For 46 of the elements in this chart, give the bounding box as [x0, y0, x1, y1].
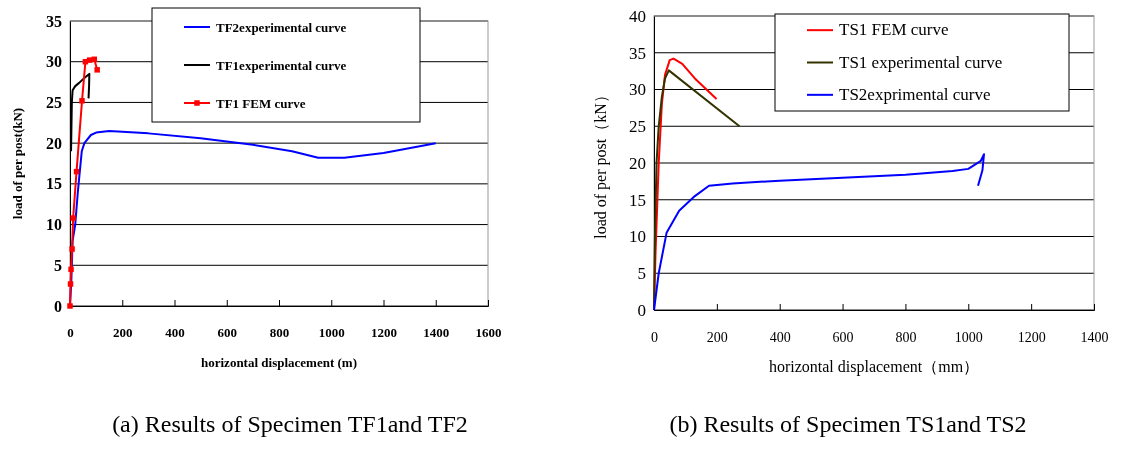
y-tick-label: 5 — [637, 264, 646, 284]
x-tick-label: 1600 — [475, 325, 502, 341]
legend-label: TF2experimental curve — [216, 20, 347, 35]
y-tick-label: 10 — [629, 227, 646, 247]
y-tick-label: 0 — [54, 297, 62, 315]
x-tick-label: 400 — [769, 329, 791, 345]
x-tick-label: 200 — [706, 329, 728, 345]
x-tick-label: 1200 — [1017, 329, 1046, 345]
x-tick-label: 0 — [651, 329, 658, 345]
x-tick-label: 600 — [217, 325, 237, 341]
x-axis-title: horizontal displacement（mm） — [768, 358, 980, 376]
x-tick-label: 1000 — [318, 325, 345, 341]
x-axis-title: horizontal displacement (m) — [201, 355, 357, 370]
y-tick-label: 35 — [46, 12, 62, 30]
legend-label: TS2exprimental curve — [839, 84, 991, 104]
x-tick-label: 0 — [67, 325, 74, 341]
y-tick-label: 25 — [46, 94, 62, 112]
text: (a) Results of Specimen TF1and TF2 — [112, 411, 468, 437]
y-tick-label: 40 — [629, 6, 646, 26]
x-tick-label: 800 — [895, 329, 917, 345]
x-tick-label: 400 — [165, 325, 185, 341]
y-axis-title: load of per post（kN） — [592, 87, 610, 239]
x-tick-label: 1000 — [954, 329, 983, 345]
y-tick-label: 35 — [629, 43, 646, 63]
y-tick-label: 15 — [629, 190, 646, 210]
y-axis-title: load of per post(kN) — [10, 107, 25, 220]
y-tick-label: 15 — [46, 175, 62, 193]
x-tick-label: 1200 — [371, 325, 397, 341]
legend-label: TF1 FEM curve — [216, 96, 306, 111]
legend-label: TS1 FEM curve — [839, 20, 949, 40]
legend-label: TF1experimental curve — [216, 58, 347, 73]
x-tick-label: 800 — [269, 325, 290, 341]
y-tick-label: 5 — [54, 256, 62, 274]
y-tick-label: 30 — [46, 53, 62, 71]
y-tick-label: 0 — [637, 300, 646, 320]
text: (b) Results of Specimen TS1and TS2 — [669, 411, 1027, 437]
x-tick-label: 200 — [113, 325, 133, 341]
legend-label: TS1 experimental curve — [839, 52, 1003, 72]
y-tick-label: 20 — [46, 134, 62, 152]
x-tick-label: 1400 — [423, 325, 450, 341]
x-tick-label: 1400 — [1080, 329, 1109, 345]
y-tick-label: 20 — [629, 153, 646, 173]
y-tick-label: 30 — [629, 80, 646, 100]
y-tick-label: 25 — [629, 117, 646, 137]
x-tick-label: 600 — [832, 329, 854, 345]
y-tick-label: 10 — [46, 216, 62, 234]
